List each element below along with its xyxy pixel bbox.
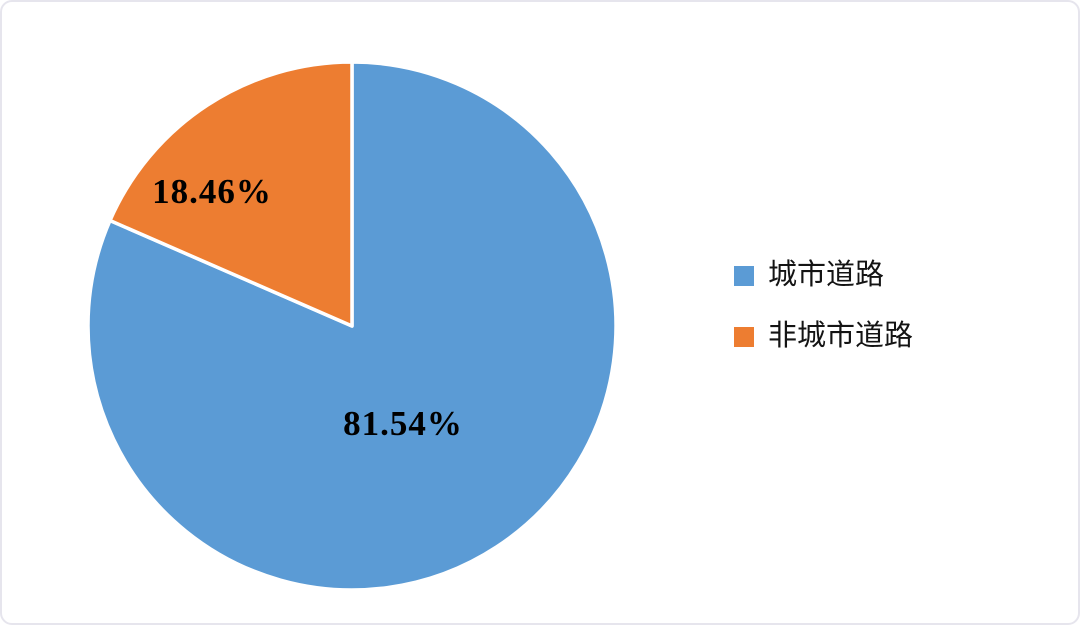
legend-swatch-urban-roads [734, 265, 754, 286]
legend-swatch-non-urban-roads [734, 326, 754, 347]
legend-label-non-urban-roads: 非城市道路 [768, 320, 914, 352]
data-label-non-urban-roads: 18.46% [152, 172, 272, 211]
pie-slice-non-urban-roads[interactable] [108, 60, 354, 328]
data-label-urban-roads: 81.54% [343, 404, 463, 443]
legend-item-urban-roads[interactable]: 城市道路 [734, 259, 913, 292]
legend-item-non-urban-roads[interactable]: 非城市道路 [734, 320, 913, 353]
legend-label-urban-roads: 城市道路 [768, 259, 885, 291]
pie-slice-urban-roads[interactable] [86, 60, 618, 592]
legend: 城市道路 非城市道路 [734, 259, 913, 353]
